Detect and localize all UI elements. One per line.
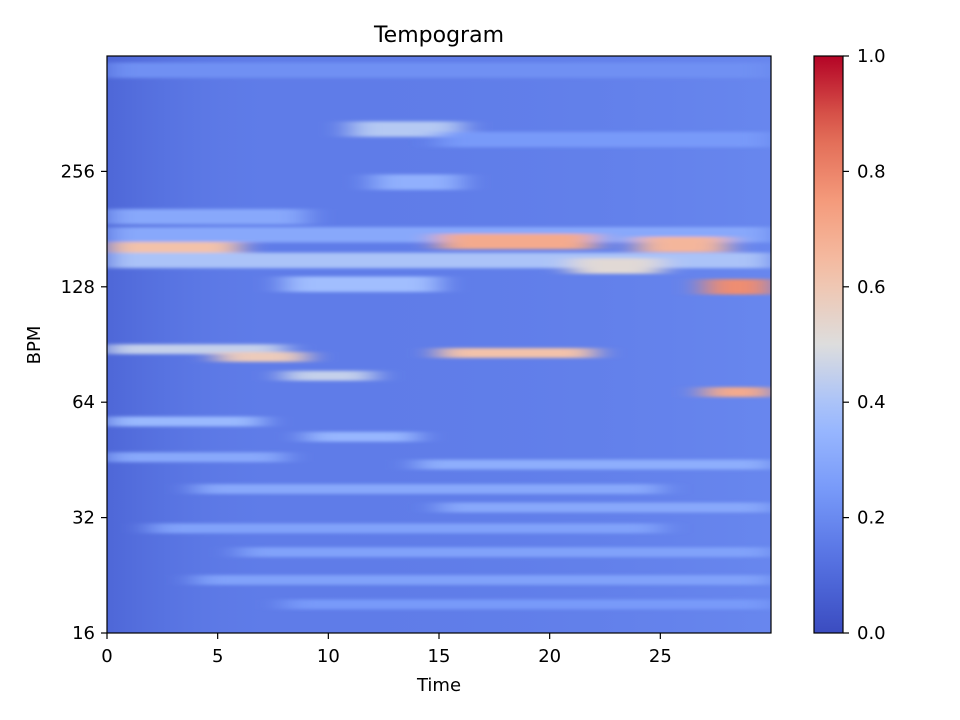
heatmap-band xyxy=(107,252,771,269)
heatmap-band xyxy=(284,276,439,292)
colorbar-tick-label: 0.0 xyxy=(857,623,886,644)
y-tick-label: 16 xyxy=(72,623,95,644)
x-tick-label: 15 xyxy=(428,646,451,667)
heatmap-band xyxy=(284,370,373,381)
colorbar-axis: 0.0 0.2 0.4 0.6 0.8 1.0 xyxy=(843,46,886,644)
heatmap-band xyxy=(107,62,771,78)
heatmap-band xyxy=(107,344,285,355)
heatmap-band xyxy=(239,547,771,558)
heatmap-band xyxy=(350,121,462,137)
x-tick-label: 25 xyxy=(649,646,672,667)
colorbar-tick-label: 0.4 xyxy=(857,392,886,413)
heatmap-band xyxy=(306,431,417,442)
heatmap-band xyxy=(571,258,661,274)
y-axis: 16 32 64 128 256 xyxy=(61,161,107,644)
heatmap-band xyxy=(439,348,594,358)
heatmap-band xyxy=(416,459,771,470)
heatmap-band xyxy=(217,352,307,362)
y-tick-label: 256 xyxy=(61,161,95,182)
heatmap-band xyxy=(439,131,771,148)
heatmap-band xyxy=(107,416,262,427)
x-tick-label: 10 xyxy=(317,646,340,667)
colorbar-tick-label: 0.6 xyxy=(857,277,886,298)
x-axis: 0 5 10 15 20 25 xyxy=(101,633,672,667)
x-tick-label: 0 xyxy=(101,646,112,667)
heatmap-band xyxy=(638,236,727,253)
x-tick-label: 20 xyxy=(538,646,561,667)
heatmap-band xyxy=(284,599,771,610)
heatmap-band xyxy=(151,523,661,534)
heatmap-band xyxy=(107,452,285,463)
heatmap-band xyxy=(439,502,771,513)
heatmap-band xyxy=(704,279,771,295)
heatmap-band xyxy=(704,387,771,398)
y-tick-label: 64 xyxy=(72,392,95,413)
y-tick-label: 128 xyxy=(61,277,95,298)
y-axis-label: BPM xyxy=(24,326,45,365)
chart-title: Tempogram xyxy=(373,23,504,48)
heatmap-area xyxy=(107,56,771,633)
heatmap-band xyxy=(439,233,594,250)
x-tick-label: 5 xyxy=(212,646,223,667)
y-tick-label: 32 xyxy=(72,508,95,529)
colorbar-frame xyxy=(813,55,844,634)
heatmap-band xyxy=(195,484,661,494)
heatmap-band xyxy=(372,174,462,190)
colorbar-tick-label: 1.0 xyxy=(857,46,886,67)
heatmap-band xyxy=(195,575,771,585)
colorbar-tick-label: 0.8 xyxy=(857,161,886,182)
heatmap-band xyxy=(107,209,307,225)
colorbar xyxy=(814,56,843,633)
x-axis-label: Time xyxy=(416,675,461,696)
colorbar-tick-label: 0.2 xyxy=(857,508,886,529)
